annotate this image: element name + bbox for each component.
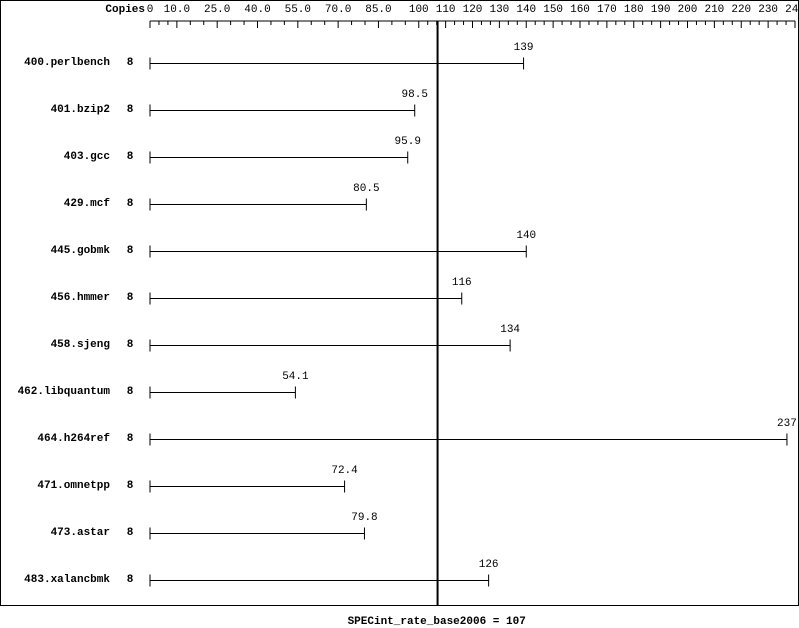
x-tick-label: 110 [436,4,456,16]
x-tick-label: 150 [543,4,563,16]
x-tick-label: 240 [785,4,799,16]
value-label: 139 [514,42,534,54]
value-label: 134 [500,324,520,336]
value-label: 95.9 [395,136,421,148]
benchmark-label: 401.bzip2 [0,104,110,116]
value-label: 80.5 [353,183,379,195]
x-tick-label: 130 [489,4,509,16]
bottom-label: SPECint_rate_base2006 = 107 [348,616,526,628]
benchmark-label: 403.gcc [0,151,110,163]
copies-value: 8 [120,245,140,257]
copies-header: Copies [100,4,145,16]
benchmark-label: 473.astar [0,527,110,539]
value-label: 72.4 [331,465,357,477]
value-label: 79.8 [351,512,377,524]
copies-value: 8 [120,151,140,163]
benchmark-label: 483.xalancbmk [0,574,110,586]
copies-value: 8 [120,339,140,351]
value-label: 116 [452,277,472,289]
x-tick-label: 70.0 [325,4,351,16]
x-tick-label: 25.0 [204,4,230,16]
value-label: 54.1 [282,371,308,383]
benchmark-label: 456.hmmer [0,292,110,304]
x-tick-label: 180 [624,4,644,16]
benchmark-label: 471.omnetpp [0,480,110,492]
x-tick-label: 120 [463,4,483,16]
spec-chart: Copies SPECint_rate_base2006 = 107 010.0… [0,0,799,606]
copies-value: 8 [120,574,140,586]
value-label: 98.5 [402,89,428,101]
copies-value: 8 [120,386,140,398]
x-tick-label: 55.0 [285,4,311,16]
copies-value: 8 [120,104,140,116]
benchmark-label: 458.sjeng [0,339,110,351]
x-tick-label: 0 [147,4,154,16]
copies-value: 8 [120,57,140,69]
benchmark-label: 429.mcf [0,198,110,210]
x-tick-label: 170 [597,4,617,16]
x-tick-label: 140 [516,4,536,16]
x-tick-label: 85.0 [365,4,391,16]
x-tick-label: 200 [678,4,698,16]
x-tick-label: 40.0 [244,4,270,16]
x-tick-label: 190 [651,4,671,16]
benchmark-label: 462.libquantum [0,386,110,398]
x-tick-label: 10.0 [164,4,190,16]
copies-value: 8 [120,433,140,445]
copies-value: 8 [120,198,140,210]
benchmark-label: 400.perlbench [0,57,110,69]
copies-value: 8 [120,480,140,492]
x-tick-label: 230 [758,4,778,16]
benchmark-label: 445.gobmk [0,245,110,257]
x-tick-label: 210 [704,4,724,16]
copies-value: 8 [120,292,140,304]
value-label: 237 [777,418,797,430]
value-label: 126 [479,559,499,571]
x-tick-label: 220 [731,4,751,16]
x-tick-label: 160 [570,4,590,16]
copies-value: 8 [120,527,140,539]
benchmark-label: 464.h264ref [0,433,110,445]
x-tick-label: 100 [409,4,429,16]
value-label: 140 [516,230,536,242]
